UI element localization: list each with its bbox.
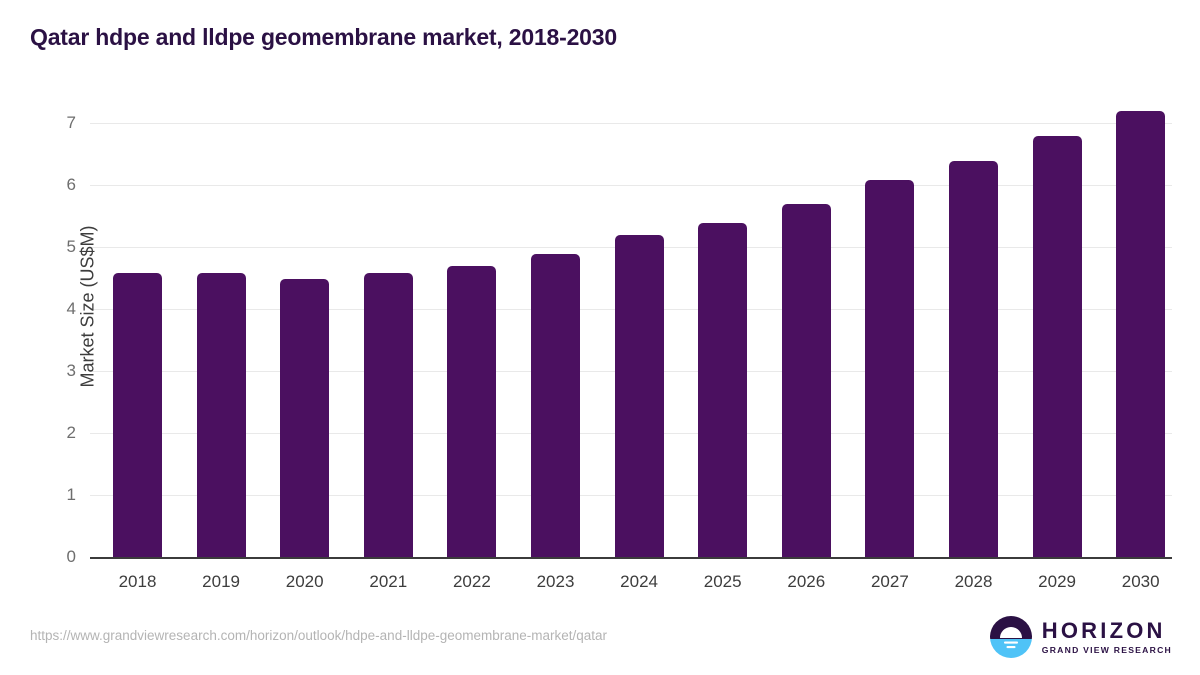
x-tick-label: 2020	[285, 572, 324, 591]
bar[interactable]	[865, 180, 915, 557]
y-tick-label: 2	[66, 423, 76, 442]
x-tick-label: 2024	[620, 572, 658, 591]
y-tick-label: 7	[66, 113, 76, 132]
bar[interactable]	[1032, 136, 1082, 557]
x-axis-line	[90, 557, 1172, 559]
x-tick-label: 2028	[954, 572, 993, 591]
y-tick-label: 6	[66, 175, 76, 194]
horizon-logo-icon	[989, 616, 1032, 658]
horizon-logo-text: HORIZON GRAND VIEW RESEARCH	[1041, 617, 1172, 655]
bar[interactable]	[1116, 111, 1166, 557]
plot-area: 0 1 2 3 4 5 6 7 2018 2019 2020 2021 2022 2023 2024 202…	[67, 100, 1172, 591]
logo-tagline: GRAND VIEW RESEARCH	[1041, 644, 1172, 655]
bar[interactable]	[447, 266, 497, 557]
x-tick-label: 2023	[536, 572, 575, 591]
logo-wordmark: HORIZON	[1041, 617, 1166, 643]
x-tick-label: 2022	[452, 572, 491, 591]
y-tick-label: 3	[66, 361, 76, 380]
gridline	[90, 123, 1172, 124]
bar[interactable]	[196, 273, 246, 557]
bar[interactable]	[113, 273, 162, 557]
x-tick-label: 2018	[118, 572, 157, 591]
x-tick-label: 2019	[202, 572, 240, 591]
y-tick-label: 0	[66, 547, 76, 566]
y-tick-label: 5	[66, 237, 76, 256]
bar[interactable]	[949, 160, 998, 557]
page-title: Qatar hdpe and lldpe geomembrane market,…	[30, 24, 617, 50]
x-tick-label: 2025	[703, 572, 742, 591]
x-tick-label: 2027	[870, 572, 909, 591]
horizon-logo: HORIZON GRAND VIEW RESEARCH	[989, 614, 1172, 660]
x-tick-label: 2021	[369, 572, 408, 591]
y-tick-label: 4	[66, 299, 76, 318]
bar[interactable]	[614, 235, 664, 557]
bar[interactable]	[531, 253, 580, 557]
x-tick-label: 2029	[1038, 572, 1076, 591]
x-tick-label: 2030	[1121, 572, 1160, 591]
source-url[interactable]: https://www.grandviewresearch.com/horizo…	[30, 628, 608, 643]
x-tick-label: 2026	[787, 572, 826, 591]
y-axis-label: Market Size (US$M)	[77, 225, 98, 388]
gridline	[90, 185, 1172, 186]
bar[interactable]	[363, 273, 413, 557]
bar[interactable]	[698, 222, 748, 557]
bar[interactable]	[781, 204, 831, 557]
y-tick-label: 1	[66, 485, 76, 504]
bar[interactable]	[280, 279, 330, 557]
